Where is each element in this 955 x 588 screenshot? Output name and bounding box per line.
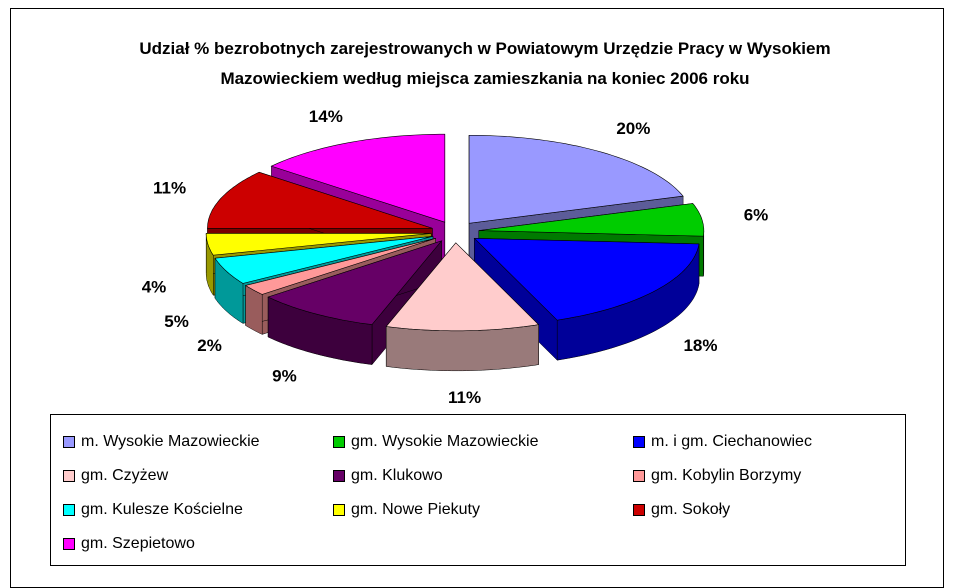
data-label: 18% [683,336,717,355]
legend-swatch [63,436,75,448]
legend-swatch [633,504,645,516]
legend: m. Wysokie Mazowieckie gm. Wysokie Mazowi… [50,414,906,566]
legend-item: gm. Kobylin Borzymy [633,459,905,493]
slice-shade [386,325,538,371]
chart: 20% 6% 18% 11% 9% 2% 5% 4% 11% 14% [0,0,955,410]
legend-label: gm. Kulesze Kościelne [81,501,243,519]
legend-swatch [333,436,345,448]
legend-item: gm. Nowe Piekuty [333,493,633,527]
legend-label: m. Wysokie Mazowieckie [81,433,260,451]
legend-label: m. i gm. Ciechanowiec [651,433,812,451]
legend-item: gm. Szepietowo [63,527,333,561]
page: Udział % bezrobotnych zarejestrowanych w… [0,0,955,574]
legend-item: gm. Wysokie Mazowieckie [333,425,633,459]
legend-label: gm. Sokoły [651,501,730,519]
legend-swatch [333,504,345,516]
data-label: 4% [142,277,167,296]
legend-item: m. i gm. Ciechanowiec [633,425,905,459]
data-label: 14% [309,107,343,126]
legend-item: gm. Czyżew [63,459,333,493]
data-label: 6% [744,206,769,225]
legend-item: gm. Sokoły [633,493,905,527]
legend-swatch [63,504,75,516]
data-label: 5% [164,312,189,331]
legend-swatch [333,470,345,482]
legend-swatch [63,470,75,482]
legend-item: gm. Klukowo [333,459,633,493]
data-label: 20% [616,119,650,138]
legend-swatch [633,470,645,482]
data-label: 9% [272,366,297,385]
legend-label: gm. Czyżew [81,467,168,485]
legend-label: gm. Kobylin Borzymy [651,467,801,485]
legend-item: gm. Kulesze Kościelne [63,493,333,527]
data-label: 11% [153,179,186,198]
legend-swatch [633,436,645,448]
legend-item: m. Wysokie Mazowieckie [63,425,333,459]
data-label: 11% [448,388,481,407]
data-label: 2% [197,336,222,355]
legend-label: gm. Szepietowo [81,535,195,553]
legend-label: gm. Klukowo [351,467,443,485]
legend-label: gm. Wysokie Mazowieckie [351,433,538,451]
legend-swatch [63,538,75,550]
legend-label: gm. Nowe Piekuty [351,501,480,519]
